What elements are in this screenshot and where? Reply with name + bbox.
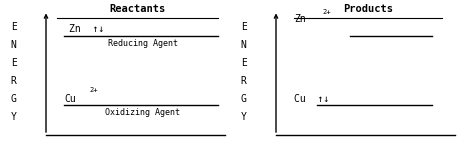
Text: Y: Y [11, 112, 17, 122]
Text: G: G [11, 94, 17, 104]
Text: E: E [11, 58, 17, 68]
Text: E: E [241, 22, 246, 32]
Text: Reactants: Reactants [110, 4, 166, 15]
Text: Oxidizing Agent: Oxidizing Agent [105, 108, 180, 117]
Text: 2+: 2+ [90, 87, 98, 93]
Text: E: E [11, 22, 17, 32]
Text: 2+: 2+ [321, 9, 330, 15]
Text: Y: Y [241, 112, 246, 122]
Text: Zn: Zn [294, 14, 306, 24]
Text: R: R [241, 76, 246, 86]
Text: N: N [241, 40, 246, 50]
Text: G: G [241, 94, 246, 104]
Text: Reducing Agent: Reducing Agent [107, 39, 177, 48]
Text: R: R [11, 76, 17, 86]
Text: Cu  ↑↓: Cu ↑↓ [294, 93, 329, 104]
Text: N: N [11, 40, 17, 50]
Text: Cu: Cu [64, 93, 76, 104]
Text: E: E [241, 58, 246, 68]
Text: Products: Products [342, 4, 392, 15]
Text: Zn  ↑↓: Zn ↑↓ [69, 24, 104, 34]
